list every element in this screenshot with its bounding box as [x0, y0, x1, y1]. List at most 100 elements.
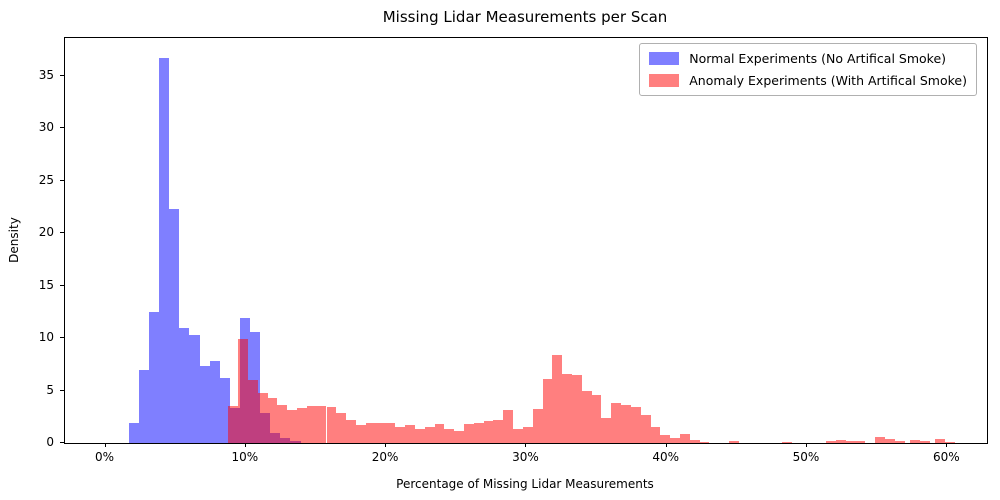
histogram-bar	[179, 327, 190, 443]
histogram-bar	[699, 441, 710, 443]
chart-title: Missing Lidar Measurements per Scan	[382, 8, 668, 26]
histogram-bar	[434, 424, 445, 443]
x-tick-label: 20%	[371, 450, 399, 464]
histogram-bar	[835, 440, 846, 443]
x-tick-label: 60%	[932, 450, 960, 464]
histogram-bar	[483, 420, 494, 443]
histogram-bar	[228, 406, 239, 443]
histogram-bar	[689, 439, 700, 443]
histogram-bar	[297, 408, 307, 443]
y-tick-mark	[60, 337, 64, 339]
y-tick-label: 30	[38, 120, 54, 135]
x-tick-mark	[244, 443, 246, 447]
y-tick-mark	[60, 232, 64, 234]
y-axis-label: Density	[7, 217, 21, 263]
histogram-bar	[375, 423, 386, 443]
histogram-bar	[493, 419, 504, 443]
y-tick-label: 5	[46, 382, 54, 397]
histogram-bar	[875, 436, 885, 443]
histogram-bar	[219, 377, 230, 443]
y-tick-label: 20	[38, 225, 54, 240]
histogram-bar	[414, 429, 425, 443]
histogram-bar	[670, 437, 681, 443]
histogram-bar	[336, 412, 347, 443]
histogram-bar	[473, 423, 484, 443]
legend-entry-normal: Normal Experiments (No Artifical Smoke)	[649, 51, 967, 66]
histogram-bar	[355, 425, 366, 443]
histogram-bar	[611, 403, 622, 443]
histogram-bar	[306, 406, 317, 443]
histogram-bar	[454, 431, 464, 443]
y-tick-label: 35	[38, 67, 54, 82]
histogram-bar	[591, 394, 602, 443]
histogram-bar	[503, 410, 514, 443]
histogram-bar	[199, 366, 210, 443]
histogram-bar	[884, 439, 895, 443]
y-tick-label: 25	[38, 172, 54, 187]
histogram-bar	[630, 407, 641, 443]
histogram-bar	[169, 209, 180, 443]
x-tick-mark	[525, 443, 527, 447]
y-tick-mark	[60, 74, 64, 76]
histogram-bar	[910, 439, 920, 443]
legend-label-normal: Normal Experiments (No Artifical Smoke)	[689, 51, 947, 66]
x-tick-mark	[385, 443, 387, 447]
x-tick-mark	[104, 443, 106, 447]
y-tick-mark	[60, 179, 64, 181]
histogram-bar	[562, 373, 572, 443]
histogram-bar	[919, 440, 930, 443]
y-tick-mark	[60, 284, 64, 286]
histogram-bar	[542, 379, 553, 443]
histogram-bar	[513, 429, 523, 443]
histogram-bar	[159, 58, 170, 443]
histogram-bar	[621, 405, 631, 443]
histogram-bar	[945, 441, 955, 443]
x-tick-label: 0%	[95, 450, 115, 464]
anomaly-series-swatch	[649, 74, 680, 87]
histogram-bar	[365, 423, 376, 443]
histogram-bar	[660, 434, 671, 443]
legend: Normal Experiments (No Artifical Smoke) …	[639, 43, 977, 96]
plot-area: Normal Experiments (No Artifical Smoke) …	[64, 37, 988, 444]
legend-label-anomaly: Anomaly Experiments (With Artifical Smok…	[689, 73, 967, 88]
histogram-bar	[729, 441, 739, 443]
histogram-bar	[463, 424, 474, 443]
x-tick-label: 50%	[792, 450, 820, 464]
histogram-bar	[385, 423, 396, 443]
histogram-bar	[395, 427, 406, 443]
histogram-bar	[189, 334, 200, 443]
histogram-bar	[444, 429, 455, 443]
histogram-bar	[326, 407, 337, 443]
y-tick-label: 10	[38, 330, 54, 345]
y-tick-mark	[60, 442, 64, 443]
histogram-bar	[287, 410, 298, 443]
x-tick-mark	[665, 443, 667, 447]
histogram-bar	[128, 423, 139, 443]
y-tick-label: 15	[38, 277, 54, 292]
x-tick-label: 30%	[512, 450, 539, 464]
x-tick-label: 40%	[652, 450, 680, 464]
y-tick-mark	[60, 389, 64, 391]
histogram-bar	[552, 354, 563, 443]
histogram-bar	[405, 425, 415, 443]
histogram-bar	[845, 440, 856, 443]
histogram-bar	[855, 441, 866, 443]
histogram-bar	[640, 414, 651, 443]
normal-series-swatch	[649, 52, 680, 65]
histogram-bar	[894, 441, 905, 443]
histogram-bar	[316, 406, 327, 443]
legend-entry-anomaly: Anomaly Experiments (With Artifical Smok…	[649, 73, 967, 88]
histogram-bar	[138, 369, 150, 443]
histogram-bar	[247, 380, 258, 443]
histogram-bar	[267, 397, 278, 443]
y-tick-mark	[60, 127, 64, 129]
histogram-bar	[424, 426, 435, 443]
histogram-bar	[935, 439, 946, 443]
histogram-bar	[650, 427, 661, 443]
histogram-bar	[825, 440, 836, 443]
histogram-bar	[209, 361, 220, 443]
histogram-bar	[346, 419, 356, 443]
x-tick-mark	[806, 443, 807, 447]
histogram-bar	[277, 405, 288, 443]
